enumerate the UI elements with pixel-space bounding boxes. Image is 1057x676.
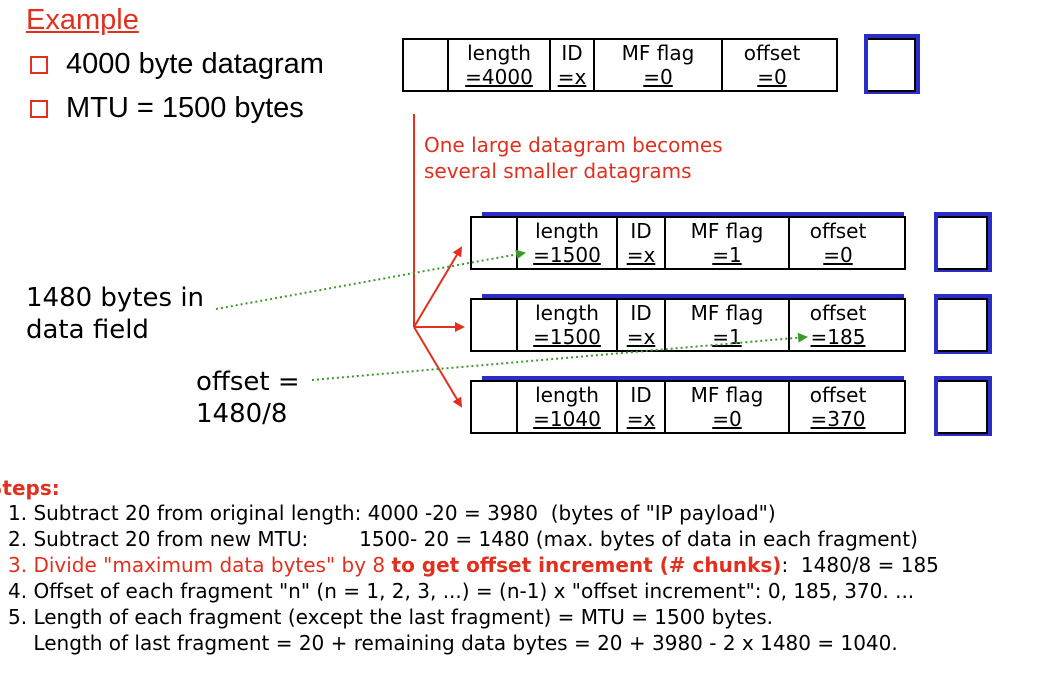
fragment-1: length =1500 ID =x MF flag =1 offset =0 (470, 212, 992, 272)
slide-title: Example (26, 4, 139, 36)
length-field: length =4000 (447, 38, 549, 92)
datagram-tail (938, 216, 988, 270)
note-line: several smaller datagrams (424, 159, 692, 183)
step-1: 1. Subtract 20 from original length: 400… (8, 501, 776, 525)
bullet-item: 4000 byte datagram (26, 48, 324, 81)
fragment-note: One large datagram becomes several small… (424, 132, 723, 184)
datagram-header-box (470, 298, 906, 352)
data-field-label: 1480 bytes in data field (26, 282, 204, 346)
offset-field: offset =370 (788, 380, 886, 434)
id-field: ID =x (549, 38, 593, 92)
mf-flag-field: MF flag =0 (664, 380, 788, 434)
datagram-header-box (470, 380, 906, 434)
red-arrow-fragment-1 (413, 246, 463, 328)
step-2: 2. Subtract 20 from new MTU: 1500- 20 = … (8, 527, 918, 551)
offset-field: offset =0 (788, 216, 886, 270)
note-line: One large datagram becomes (424, 133, 723, 157)
label-line: 1480 bytes in (26, 283, 205, 313)
datagram-header-box (402, 38, 838, 92)
step-3: 3. Divide "maximum data bytes" by 8 to g… (8, 553, 939, 577)
label-line: data field (26, 315, 149, 345)
label-line: offset = (196, 367, 300, 397)
datagram-tail (938, 380, 988, 434)
length-field: length =1040 (516, 380, 616, 434)
steps-list: 1. Subtract 20 from original length: 400… (8, 500, 939, 656)
offset-field: offset =185 (788, 298, 886, 352)
bullet-text: MTU = 1500 bytes (66, 92, 304, 124)
datagram-shadow (482, 376, 904, 380)
mf-flag-field: MF flag =1 (664, 216, 788, 270)
square-bullet-icon (30, 99, 48, 118)
square-bullet-icon (30, 55, 48, 74)
fragment-3: length =1040 ID =x MF flag =0 offset =370 (470, 376, 992, 436)
mf-flag-field: MF flag =1 (664, 298, 788, 352)
red-arrow-fragment-3 (413, 326, 463, 408)
length-field: length =1500 (516, 216, 616, 270)
fragment-2: length =1500 ID =x MF flag =1 offset =185 (470, 294, 992, 354)
dotted-arrow-offset (311, 332, 808, 381)
original-datagram: length =4000 ID =x MF flag =0 offset =0 (402, 34, 920, 94)
step-4: 4. Offset of each fragment "n" (n = 1, 2… (8, 579, 915, 603)
label-line: 1480/8 (196, 399, 288, 429)
datagram-header-box (470, 216, 906, 270)
bullet-text: 4000 byte datagram (66, 48, 324, 80)
datagram-tail (938, 298, 988, 352)
mf-flag-field: MF flag =0 (593, 38, 721, 92)
offset-field: offset =0 (721, 38, 821, 92)
id-field: ID =x (616, 298, 664, 352)
id-field: ID =x (616, 380, 664, 434)
step-5: 5. Length of each fragment (except the l… (8, 605, 774, 629)
datagram-shadow (482, 212, 904, 216)
step-5-continued: Length of last fragment = 20 + remaining… (8, 631, 898, 655)
steps-title: Steps: (0, 476, 60, 500)
datagram-shadow (482, 294, 904, 298)
datagram-tail (868, 38, 916, 92)
bullet-item: MTU = 1500 bytes (26, 92, 304, 125)
dotted-arrow-data-field (215, 249, 526, 310)
length-field: length =1500 (516, 298, 616, 352)
offset-calc-label: offset = 1480/8 (196, 366, 300, 430)
id-field: ID =x (616, 216, 664, 270)
